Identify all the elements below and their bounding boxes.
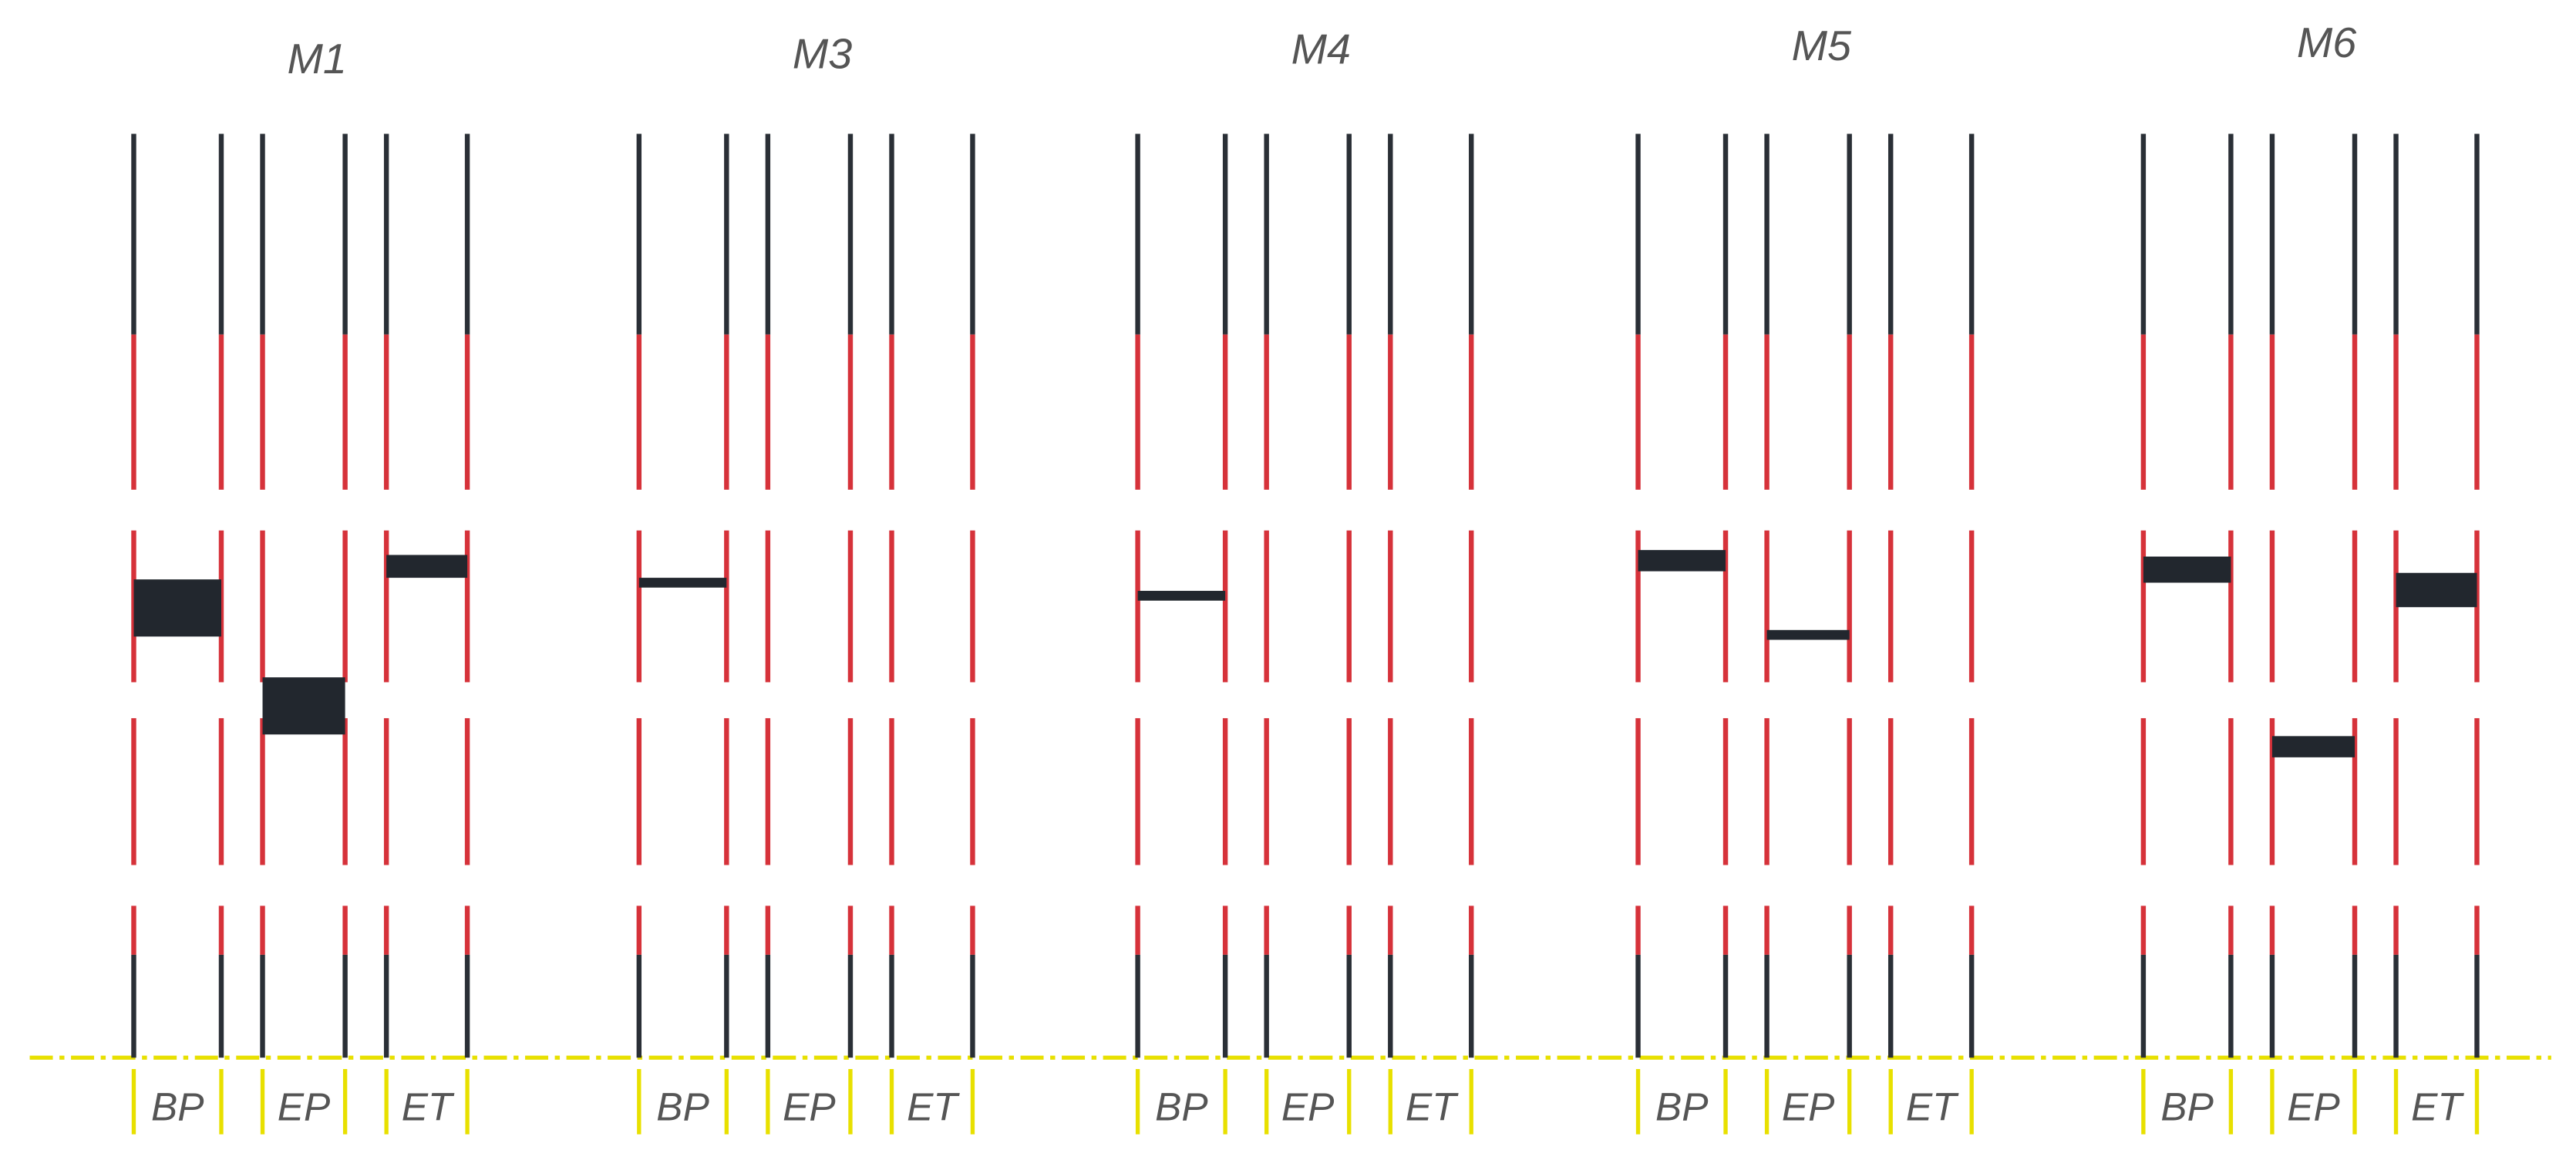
bar [2143, 556, 2231, 583]
column-label: BP [2160, 1085, 2214, 1129]
bar [1638, 550, 1726, 572]
group-title: M3 [793, 30, 853, 78]
bar [386, 555, 468, 578]
column-label: BP [151, 1085, 204, 1129]
column-label: ET [1906, 1085, 1959, 1129]
column-label: ET [2411, 1085, 2464, 1129]
column-label: EP [1281, 1085, 1335, 1129]
column-label: ET [1406, 1085, 1459, 1129]
group-title: M5 [1792, 22, 1852, 69]
column-label: EP [783, 1085, 836, 1129]
bar [2271, 736, 2355, 757]
group-title: M1 [288, 35, 347, 83]
column-label: EP [2287, 1085, 2340, 1129]
column-label: ET [907, 1085, 960, 1129]
column-label: EP [278, 1085, 331, 1129]
column-label: ET [402, 1085, 455, 1129]
group-title: M6 [2297, 19, 2357, 66]
column-label: BP [1655, 1085, 1709, 1129]
bar [2396, 572, 2477, 608]
bar [638, 578, 727, 588]
bar [133, 579, 221, 637]
bar [1137, 591, 1226, 601]
group-title: M4 [1291, 25, 1351, 73]
bar [262, 677, 345, 735]
column-label: EP [1782, 1085, 1835, 1129]
bar [1766, 629, 1850, 640]
column-label: BP [1155, 1085, 1208, 1129]
column-label: BP [656, 1085, 709, 1129]
